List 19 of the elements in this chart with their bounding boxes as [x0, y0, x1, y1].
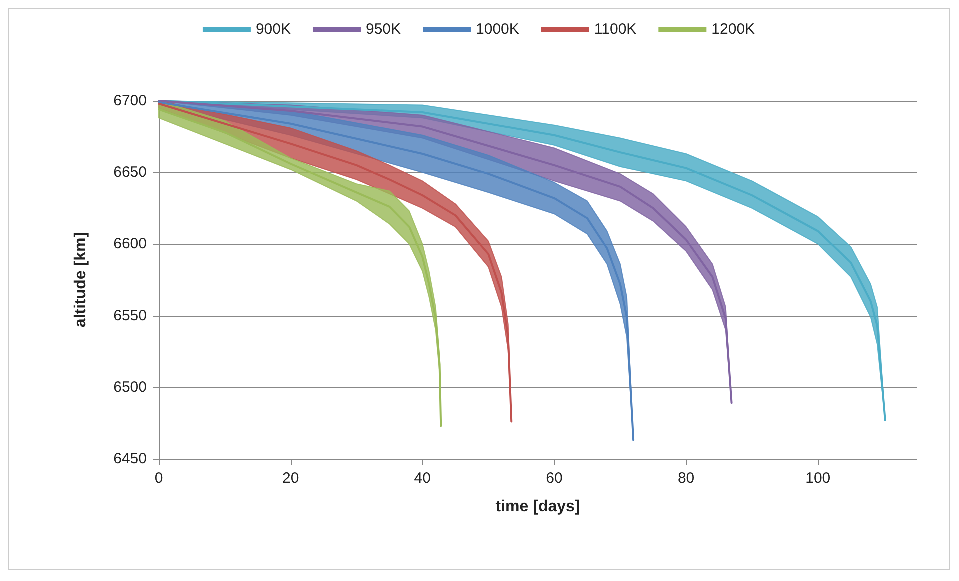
x-tick-label: 80 — [678, 470, 695, 487]
y-tick-label: 6500 — [114, 378, 147, 396]
legend-label: 950K — [366, 21, 402, 38]
y-tick-label: 6600 — [114, 236, 147, 253]
legend-label: 1100K — [594, 21, 637, 38]
x-tick-label: 20 — [282, 470, 300, 487]
y-tick-label: 6450 — [114, 450, 147, 468]
x-tick-label: 60 — [546, 470, 563, 487]
y-tick-label: 6650 — [114, 164, 147, 182]
y-axis-title: altitude [km] — [72, 232, 90, 328]
x-axis-title: time [days] — [496, 498, 580, 516]
legend-label: 1000K — [476, 21, 520, 38]
legend-label: 1200K — [712, 21, 756, 38]
x-tick-label: 40 — [414, 470, 431, 487]
y-tick-label: 6700 — [114, 92, 147, 110]
y-tick-label: 6550 — [114, 307, 147, 324]
x-tick-label: 100 — [806, 470, 831, 487]
x-tick-label: 0 — [154, 470, 164, 487]
legend-label: 900K — [256, 21, 292, 38]
